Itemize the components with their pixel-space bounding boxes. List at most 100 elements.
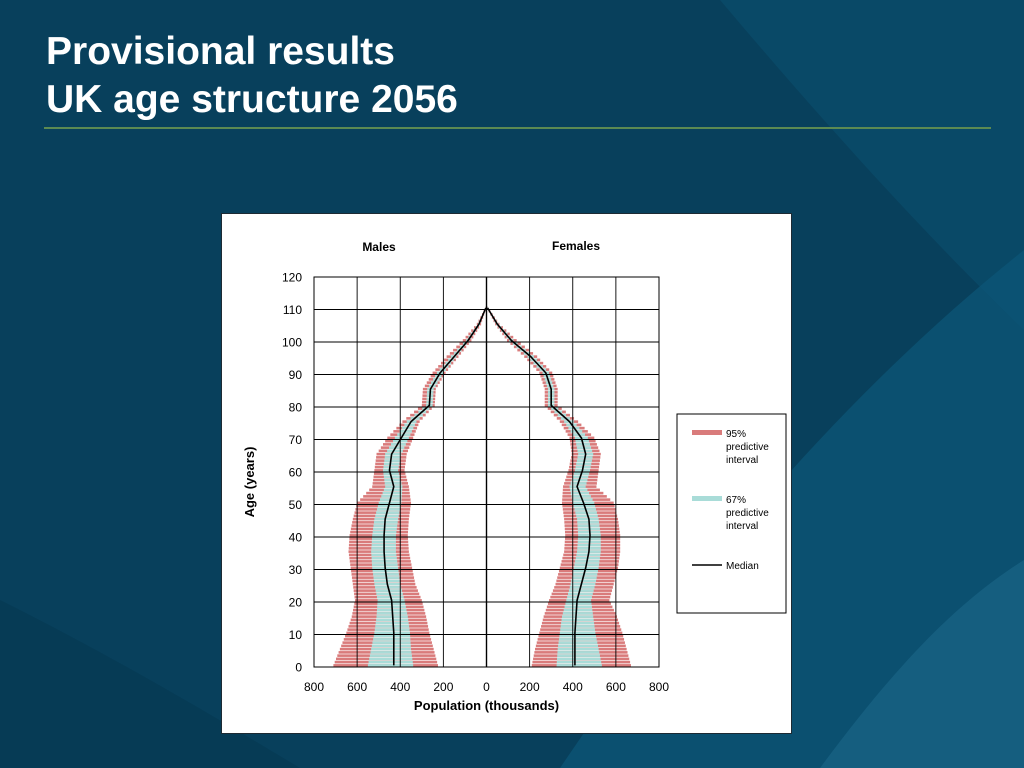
females-67-bar: [557, 657, 601, 661]
y-axis-label: Age (years): [242, 447, 257, 518]
females-67-bar: [569, 586, 595, 589]
females-67-bar: [557, 654, 600, 657]
legend-item-p95: 95% predictive interval: [692, 429, 769, 466]
males-67-bar: [373, 634, 411, 638]
males-67-bar: [384, 456, 401, 459]
males-67-bar: [369, 654, 412, 657]
y-tick-label: 20: [289, 596, 303, 610]
x-tick-label: 200: [520, 680, 540, 694]
legend-label-p67: 67% predictive interval: [726, 495, 769, 532]
legend-label-median: Median: [726, 561, 759, 572]
x-tick-label: 600: [347, 680, 367, 694]
males-67-bar: [385, 452, 402, 456]
plot-frame: [313, 276, 660, 668]
females-67-bar: [567, 595, 592, 599]
males-67-bar: [373, 638, 411, 641]
males-67-bar: [371, 647, 412, 651]
males-95-interval-bars: [333, 306, 487, 667]
females-67-bar: [564, 605, 592, 609]
slide-title-line-2: UK age structure 2056: [46, 78, 458, 121]
females-67-bar: [487, 306, 488, 310]
title-divider: [44, 127, 991, 129]
females-67-bar: [561, 615, 594, 618]
legend-swatch-p67: [692, 496, 722, 501]
females-67-bar: [577, 521, 600, 524]
females-67-bar: [558, 641, 598, 644]
males-67-bar: [374, 628, 410, 631]
x-tick-label: 600: [606, 680, 626, 694]
males-67-bar: [370, 651, 412, 654]
chart-panel: 0 10 20 30 40 50 60 70 80 90 100 110 120 800 600 400 200…: [221, 213, 792, 734]
y-tick-label: 90: [289, 368, 303, 382]
males-67-bar: [373, 521, 398, 524]
females-median-line: [486, 307, 591, 666]
males-67-bar: [390, 443, 406, 446]
males-67-bar: [375, 514, 399, 518]
males-median-line: [383, 307, 487, 666]
females-67-bar: [560, 628, 595, 631]
females-67-bar: [560, 625, 595, 628]
males-67-interval-bars: [367, 306, 487, 667]
females-67-bar: [577, 524, 600, 527]
x-tick-label: 800: [649, 680, 669, 694]
females-67-bar: [557, 651, 600, 654]
males-67-bar: [383, 472, 399, 475]
x-tick-label: 400: [390, 680, 410, 694]
x-tick-label: 800: [304, 680, 324, 694]
x-tick-label: 0: [483, 680, 490, 694]
females-67-bar: [577, 517, 599, 521]
males-label: Males: [362, 240, 396, 254]
y-tick-label: 30: [289, 563, 303, 577]
population-pyramid-chart: 0 10 20 30 40 50 60 70 80 90 100 110 120 800 600 400 200…: [242, 239, 787, 713]
males-67-bar: [387, 449, 403, 453]
y-tick-label: 110: [283, 303, 302, 317]
females-67-bar: [563, 608, 593, 612]
females-67-interval-bars: [487, 306, 602, 667]
interval-bands: [333, 306, 631, 667]
y-tick-label: 100: [282, 336, 302, 350]
females-67-bar: [568, 592, 593, 596]
females-67-bar: [572, 573, 598, 576]
x-tick-label: 200: [433, 680, 453, 694]
females-67-bar: [561, 621, 595, 625]
females-67-bar: [561, 618, 594, 622]
males-67-bar: [389, 446, 405, 449]
males-67-bar: [375, 621, 409, 625]
chart-legend: 95% predictive interval 67% predictive interv…: [676, 413, 787, 614]
females-67-bar: [556, 660, 602, 664]
slide-title: Provisional results UK age structure 205…: [46, 28, 458, 124]
legend-item-median: Median: [692, 561, 759, 572]
y-tick-label: 60: [289, 466, 303, 480]
males-67-bar: [383, 462, 400, 466]
males-67-bar: [383, 465, 399, 469]
males-67-bar: [367, 664, 414, 667]
legend-swatch-p95: [692, 430, 722, 435]
x-tick-label: 400: [563, 680, 583, 694]
males-67-bar: [374, 631, 410, 635]
y-tick-label: 40: [289, 531, 303, 545]
y-tick-label: 10: [289, 628, 303, 642]
females-67-bar: [559, 631, 596, 635]
legend-item-p67: 67% predictive interval: [692, 495, 769, 532]
females-67-bar: [558, 644, 598, 648]
males-67-bar: [384, 459, 401, 462]
females-67-bar: [571, 579, 597, 583]
females-67-bar: [557, 647, 599, 651]
females-67-bar: [570, 582, 596, 586]
females-67-bar: [568, 589, 594, 592]
legend-label-p95: 95% predictive interval: [726, 429, 769, 466]
x-axis-label: Population (thousands): [414, 698, 559, 713]
y-tick-label: 80: [289, 401, 303, 415]
males-67-bar: [368, 660, 413, 664]
males-67-bar: [383, 469, 399, 472]
females-67-bar: [562, 612, 593, 615]
females-67-bar: [558, 638, 597, 641]
y-tick-label: 120: [282, 271, 302, 285]
chart-grid: [313, 276, 660, 668]
females-label: Females: [552, 239, 600, 253]
legend-box: [676, 413, 787, 614]
males-67-bar: [372, 641, 411, 644]
y-tick-label: 70: [289, 433, 303, 447]
males-67-bar: [375, 625, 410, 628]
males-67-bar: [369, 657, 413, 661]
